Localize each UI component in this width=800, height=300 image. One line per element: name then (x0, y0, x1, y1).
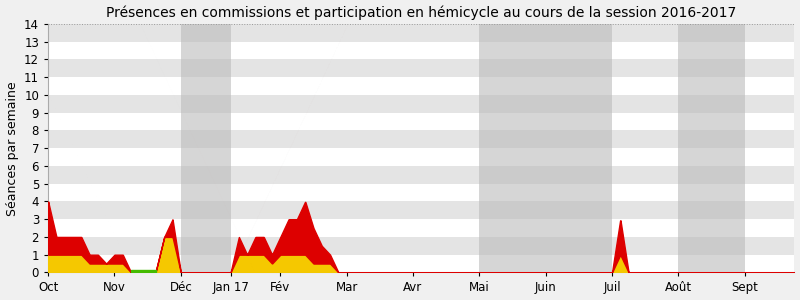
Bar (479, 24, 546, 272)
Bar (48, 113, 794, 130)
Bar (48, 166, 794, 184)
Bar (48, 130, 794, 148)
Bar (546, 24, 612, 272)
Bar (48, 95, 794, 113)
Bar (181, 24, 230, 272)
Y-axis label: Séances par semaine: Séances par semaine (6, 81, 18, 215)
Bar (48, 237, 794, 255)
Bar (678, 24, 745, 272)
Title: Présences en commissions et participation en hémicycle au cours de la session 20: Présences en commissions et participatio… (106, 6, 737, 20)
Bar (48, 59, 794, 77)
Bar (48, 201, 794, 219)
Bar (48, 219, 794, 237)
Bar (48, 24, 794, 42)
Bar (48, 148, 794, 166)
Bar (48, 42, 794, 59)
Bar (48, 255, 794, 272)
Bar (48, 184, 794, 201)
Bar (48, 77, 794, 95)
